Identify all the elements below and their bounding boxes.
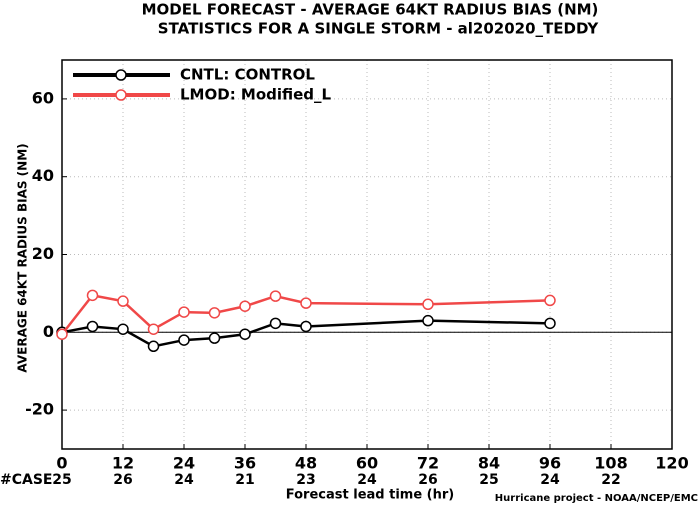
- data-point: [56, 328, 68, 340]
- x-tick-label: 48: [295, 454, 317, 473]
- y-tick-label: 20: [32, 244, 54, 263]
- data-point: [422, 314, 434, 327]
- case-count: 24: [357, 472, 377, 488]
- credit: Hurricane project - NOAA/NCEP/EMC: [495, 493, 698, 504]
- x-tick-label: 24: [173, 454, 195, 473]
- x-tick-label: 12: [112, 454, 134, 473]
- data-point: [544, 317, 556, 330]
- chart-title: MODEL FORECAST - AVERAGE 64KT RADIUS BIA…: [142, 1, 599, 19]
- data-point: [208, 307, 221, 319]
- data-point: [147, 340, 160, 353]
- case-count: 25: [52, 472, 71, 488]
- data-point: [117, 295, 129, 307]
- data-point: [544, 294, 556, 307]
- y-tick-label: 0: [43, 322, 54, 341]
- case-count: 24: [174, 472, 194, 488]
- data-point: [239, 300, 251, 312]
- data-point: [147, 323, 160, 335]
- chart-subtitle: STATISTICS FOR A SINGLE STORM - al202020…: [158, 20, 600, 38]
- legend-label: CNTL: CONTROL: [180, 66, 315, 84]
- case-count: 25: [479, 472, 498, 488]
- x-tick-label: 108: [594, 454, 627, 473]
- y-tick-label: -20: [25, 400, 54, 419]
- case-count: 22: [601, 472, 620, 488]
- x-tick-label: 120: [655, 454, 688, 473]
- x-tick-label: 0: [56, 454, 67, 473]
- plot-frame: [61, 59, 673, 450]
- case-count: 21: [235, 472, 254, 488]
- data-point: [86, 289, 99, 302]
- legend-marker: [115, 69, 127, 81]
- data-point: [422, 298, 434, 311]
- data-point: [178, 306, 190, 318]
- data-point: [269, 317, 282, 330]
- x-tick-label: 60: [356, 454, 378, 473]
- case-count: 26: [418, 472, 437, 488]
- data-point: [117, 323, 129, 335]
- case-count: 24: [540, 472, 560, 488]
- data-point: [178, 334, 190, 346]
- y-tick-label: 40: [32, 166, 54, 185]
- data-point: [269, 290, 282, 302]
- data-point: [300, 297, 312, 309]
- case-count: 23: [296, 472, 315, 488]
- y-axis-label: AVERAGE 64KT RADIUS BIAS (NM): [16, 143, 30, 372]
- data-point: [86, 320, 99, 333]
- data-point: [208, 332, 221, 344]
- x-tick-label: 84: [478, 454, 500, 473]
- x-tick-label: 36: [234, 454, 256, 473]
- x-tick-label: 72: [417, 454, 439, 473]
- x-tick-label: 96: [539, 454, 561, 473]
- data-point: [239, 328, 251, 340]
- x-axis-label: Forecast lead time (hr): [286, 488, 454, 503]
- legend-label: LMOD: Modified_L: [180, 86, 332, 104]
- case-count: 26: [113, 472, 132, 488]
- case-label: #CASE: [0, 472, 53, 488]
- y-tick-label: 60: [32, 88, 54, 107]
- data-point: [300, 320, 312, 333]
- legend-marker: [115, 89, 127, 101]
